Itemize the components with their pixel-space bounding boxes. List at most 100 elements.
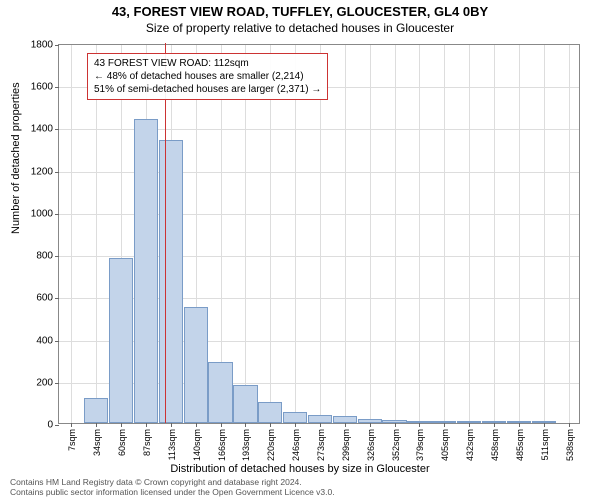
x-tick-label: 485sqm [515,429,525,461]
y-tick-label: 1800 [31,40,53,51]
x-tick-mark [171,423,172,427]
y-tick-mark [55,129,59,130]
x-tick-mark [320,423,321,427]
histogram-bar [308,415,332,423]
chart-header: 43, FOREST VIEW ROAD, TUFFLEY, GLOUCESTE… [0,0,600,35]
gridline-v [270,45,271,423]
x-tick-mark [444,423,445,427]
y-tick-label: 800 [36,251,53,262]
x-tick-label: 60sqm [117,429,127,456]
x-tick-mark [469,423,470,427]
y-tick-mark [55,341,59,342]
gridline-v [494,45,495,423]
gridline-v [544,45,545,423]
y-tick-mark [55,425,59,426]
x-tick-mark [345,423,346,427]
x-tick-label: 432sqm [465,429,475,461]
histogram-bar [184,307,208,423]
x-tick-mark [419,423,420,427]
y-tick-label: 0 [47,420,53,431]
marker-line [165,43,166,423]
x-tick-mark [121,423,122,427]
x-tick-mark [146,423,147,427]
x-tick-mark [295,423,296,427]
x-tick-label: 352sqm [391,429,401,461]
gridline-v [370,45,371,423]
chart-area: 0200400600800100012001400160018007sqm34s… [58,44,580,424]
x-tick-mark [544,423,545,427]
x-tick-mark [494,423,495,427]
x-tick-mark [519,423,520,427]
annotation-line: 51% of semi-detached houses are larger (… [94,83,321,96]
gridline-v [519,45,520,423]
x-tick-mark [370,423,371,427]
x-tick-label: 220sqm [266,429,276,461]
y-tick-label: 1200 [31,166,53,177]
x-tick-mark [221,423,222,427]
x-tick-label: 379sqm [415,429,425,461]
x-tick-label: 140sqm [192,429,202,461]
x-tick-label: 458sqm [490,429,500,461]
footer-line-2: Contains public sector information licen… [10,487,335,498]
gridline-v [469,45,470,423]
histogram-bar [333,416,357,423]
annotation-line: 43 FOREST VIEW ROAD: 112sqm [94,57,321,70]
histogram-bar [208,362,232,423]
annotation-box: 43 FOREST VIEW ROAD: 112sqm← 48% of deta… [87,53,328,100]
x-tick-mark [569,423,570,427]
gridline-v [569,45,570,423]
x-tick-mark [71,423,72,427]
histogram-bar [109,258,133,423]
x-tick-label: 326sqm [366,429,376,461]
y-tick-label: 400 [36,335,53,346]
x-tick-label: 87sqm [142,429,152,456]
x-tick-label: 273sqm [316,429,326,461]
x-axis-label: Distribution of detached houses by size … [0,463,600,475]
x-tick-mark [196,423,197,427]
x-tick-label: 246sqm [291,429,301,461]
x-tick-mark [270,423,271,427]
y-tick-label: 1000 [31,208,53,219]
y-tick-label: 200 [36,377,53,388]
histogram-bar [84,398,108,423]
footer-attribution: Contains HM Land Registry data © Crown c… [10,477,335,498]
gridline-v [245,45,246,423]
x-tick-label: 7sqm [67,429,77,451]
gridline-v [395,45,396,423]
histogram-bar [134,119,158,423]
y-tick-mark [55,87,59,88]
x-tick-label: 405sqm [440,429,450,461]
y-tick-mark [55,172,59,173]
title-line-1: 43, FOREST VIEW ROAD, TUFFLEY, GLOUCESTE… [0,4,600,19]
y-tick-label: 1600 [31,82,53,93]
histogram-bar [258,402,282,423]
y-tick-mark [55,256,59,257]
gridline-v [419,45,420,423]
gridline-v [320,45,321,423]
x-tick-mark [245,423,246,427]
x-tick-label: 299sqm [341,429,351,461]
annotation-line: ← 48% of detached houses are smaller (2,… [94,70,321,83]
gridline-v [345,45,346,423]
x-tick-label: 166sqm [217,429,227,461]
y-tick-mark [55,45,59,46]
histogram-bar [233,385,257,423]
y-axis-label: Number of detached properties [10,82,22,234]
histogram-bar [159,140,183,423]
x-tick-label: 538sqm [565,429,575,461]
x-tick-label: 34sqm [92,429,102,456]
gridline-v [96,45,97,423]
footer-line-1: Contains HM Land Registry data © Crown c… [10,477,335,488]
y-tick-mark [55,383,59,384]
histogram-bar [283,412,307,423]
x-tick-label: 511sqm [540,429,550,460]
y-tick-mark [55,214,59,215]
gridline-v [444,45,445,423]
x-tick-label: 193sqm [241,429,251,461]
title-line-2: Size of property relative to detached ho… [0,21,600,35]
y-tick-label: 600 [36,293,53,304]
gridline-v [71,45,72,423]
gridline-v [295,45,296,423]
y-tick-label: 1400 [31,124,53,135]
x-tick-mark [395,423,396,427]
